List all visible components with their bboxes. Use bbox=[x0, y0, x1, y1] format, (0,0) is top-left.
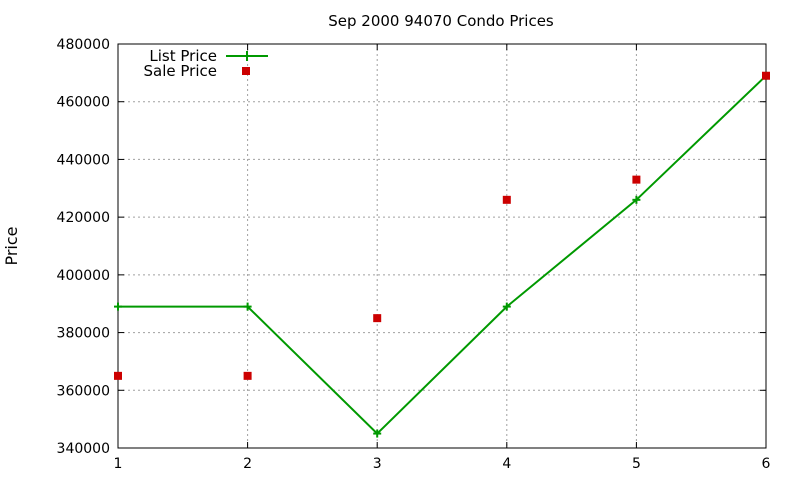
x-tick-label: 4 bbox=[502, 456, 511, 472]
legend: List Price Sale Price bbox=[144, 47, 268, 80]
x-tick-label: 1 bbox=[114, 456, 123, 472]
list-price-point bbox=[243, 302, 252, 311]
sale-price-point bbox=[114, 371, 122, 380]
y-tick-label: 420000 bbox=[57, 210, 110, 226]
y-tick-label: 380000 bbox=[57, 326, 110, 342]
x-tick-label: 5 bbox=[632, 456, 641, 472]
y-tick-label: 460000 bbox=[57, 95, 110, 111]
legend-marker-sale-price bbox=[242, 67, 250, 75]
list-price-point bbox=[373, 429, 382, 438]
legend-label-sale-price: Sale Price bbox=[144, 62, 217, 80]
y-tick-label: 480000 bbox=[57, 37, 110, 53]
sale-price-point bbox=[243, 371, 252, 380]
y-tick-label: 440000 bbox=[57, 152, 110, 168]
sale-price-point bbox=[762, 71, 770, 80]
sale-price-point bbox=[373, 314, 382, 323]
y-tick-label: 360000 bbox=[57, 383, 110, 399]
axis-ticks: 340000 360000 380000 400000 420000 440000 4600… bbox=[57, 37, 771, 472]
grid bbox=[118, 44, 766, 448]
y-tick-label: 400000 bbox=[57, 268, 110, 284]
series-line-list-price bbox=[118, 74, 767, 436]
list-price-point bbox=[114, 302, 122, 311]
sale-price-point bbox=[632, 175, 641, 184]
legend-label-list-price: List Price bbox=[149, 47, 217, 65]
x-tick-label: 2 bbox=[243, 456, 252, 472]
list-price-point bbox=[632, 195, 641, 204]
sale-price-point bbox=[502, 195, 511, 204]
x-tick-label: 3 bbox=[373, 456, 382, 472]
plot-frame bbox=[117, 43, 767, 449]
chart-title: Sep 2000 94070 Condo Prices bbox=[328, 12, 554, 30]
list-price-point bbox=[502, 302, 511, 311]
x-tick-label: 6 bbox=[762, 456, 771, 472]
y-tick-label: 340000 bbox=[57, 441, 110, 457]
series bbox=[114, 71, 770, 438]
y-axis-label: Price bbox=[2, 226, 21, 265]
legend-marker-list-price bbox=[242, 51, 252, 61]
